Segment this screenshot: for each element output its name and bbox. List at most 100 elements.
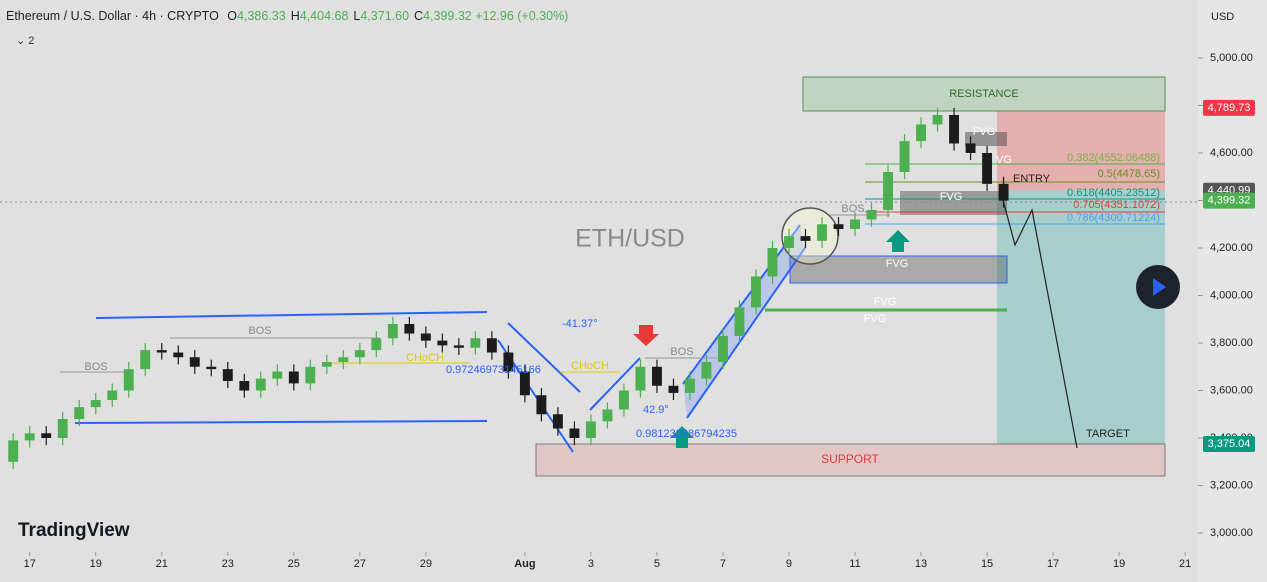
candle-body — [272, 371, 283, 379]
x-tick-label: 7 — [720, 558, 726, 570]
play-icon[interactable] — [1153, 278, 1166, 296]
candle-body — [206, 366, 217, 370]
candle-body — [602, 409, 613, 422]
x-tick-label: 25 — [288, 558, 300, 570]
candle-body — [305, 366, 316, 384]
x-tick-label: 21 — [1179, 558, 1191, 570]
symbol-header: Ethereum / U.S. Dollar · 4h · CRYPTO O4,… — [6, 9, 568, 23]
ohlc-key: L — [353, 9, 361, 23]
fvg-box — [965, 132, 1007, 146]
candle-body — [222, 369, 233, 382]
ratio-label: 0.981232386794235 — [636, 428, 737, 440]
candle-body — [519, 371, 530, 396]
candle-body — [751, 276, 761, 308]
x-tick-label: Aug — [514, 558, 535, 570]
x-tick-label: 21 — [156, 558, 168, 570]
indicator-toggle[interactable]: ⌄ 2 — [16, 35, 35, 47]
bos-label: BOS — [248, 325, 271, 337]
y-tick-label: 4,600.00 — [1210, 147, 1253, 159]
candle-body — [8, 440, 19, 462]
candle-body — [701, 362, 712, 379]
resistance-label: RESISTANCE — [949, 88, 1018, 100]
fib-lines — [865, 163, 1165, 225]
support-box — [535, 443, 1166, 477]
fib-label: 0.705(4351.1072) — [1073, 199, 1160, 211]
candle-body — [833, 224, 844, 229]
candle-body — [255, 378, 266, 391]
fib-label: 0.382(4552.06488) — [1067, 152, 1160, 164]
candle-body — [173, 352, 184, 358]
support-label: SUPPORT — [821, 452, 879, 466]
candle-body — [767, 247, 778, 277]
candle-body — [503, 352, 514, 372]
y-tick-label: 4,200.00 — [1210, 242, 1253, 254]
candle-body — [338, 357, 349, 363]
candle-body — [800, 236, 811, 241]
candle-body — [718, 335, 728, 363]
price-tag — [1203, 435, 1255, 452]
fvg-label: FVG — [874, 296, 897, 308]
angle-label: -41.37° — [562, 318, 598, 330]
candle-body — [24, 433, 35, 441]
candle-body — [883, 171, 893, 210]
x-tick-label: 11 — [849, 558, 860, 570]
fvg-label: VG — [996, 154, 1012, 166]
candle-body — [965, 143, 976, 153]
price-change: +12.96 (+0.30%) — [475, 9, 569, 23]
x-tick-label: 3 — [588, 558, 594, 570]
candle-body — [784, 236, 794, 248]
candle-body — [107, 390, 118, 401]
target-zone — [997, 190, 1165, 444]
choch-label: CHoCH — [406, 352, 444, 364]
fvg-label: FVG — [886, 258, 909, 270]
candle-body — [932, 114, 943, 125]
candle-body — [74, 407, 85, 420]
price-tag — [1203, 99, 1255, 116]
fib-label: 0.618(4405.23512) — [1067, 187, 1160, 199]
y-tick-label: 3,800.00 — [1210, 337, 1253, 349]
y-tick-label: 5,000.00 — [1210, 52, 1253, 64]
candles — [8, 107, 1009, 469]
candle-body — [123, 369, 134, 391]
candle-body — [998, 183, 1009, 201]
candle-body — [371, 338, 382, 351]
fib-label: 0.5(4478.65) — [1098, 168, 1160, 180]
candle-body — [420, 333, 431, 341]
symbol-title: Ethereum / U.S. Dollar · 4h · CRYPTO — [6, 9, 219, 23]
candle-body — [437, 340, 448, 346]
x-tick-label: 27 — [354, 558, 366, 570]
axes: 3,000.003,200.003,400.003,600.003,800.00… — [24, 52, 1255, 570]
candle-body — [817, 224, 827, 241]
candle-body — [536, 395, 547, 415]
candle-body — [734, 307, 745, 336]
candle-body — [41, 433, 52, 439]
y-tick-label: 3,200.00 — [1210, 479, 1253, 491]
candle-body — [585, 421, 596, 439]
highlight-circle — [781, 207, 839, 265]
candle-body — [651, 366, 662, 386]
buy-arrow — [670, 426, 694, 448]
ohlc-values: O4,386.33 H4,404.68 L4,371.60 C4,399.32 — [222, 9, 471, 23]
ohlc-value: 4,386.33 — [237, 9, 286, 23]
x-tick-label: 23 — [222, 558, 234, 570]
fvg-label: FVG — [864, 313, 887, 325]
candle-body — [288, 371, 299, 384]
stop-zone — [997, 111, 1165, 190]
projection-path — [1002, 199, 1078, 449]
candle-body — [486, 338, 497, 353]
annotation-labels: ETH/USD RESISTANCE SUPPORT ENTRY TARGET … — [84, 88, 1160, 466]
fvg-box — [900, 191, 1007, 215]
x-tick-label: 9 — [786, 558, 792, 570]
candle-body — [685, 378, 695, 393]
buy-arrow — [886, 230, 910, 252]
candle-body — [899, 141, 910, 172]
ohlc-key: O — [227, 9, 238, 23]
candle-body — [90, 400, 101, 408]
candle-body — [140, 350, 151, 370]
candle-body — [618, 390, 629, 410]
currency-label: USD — [1211, 11, 1235, 23]
indicator-count: 2 — [28, 35, 35, 47]
candle-body — [866, 209, 877, 220]
